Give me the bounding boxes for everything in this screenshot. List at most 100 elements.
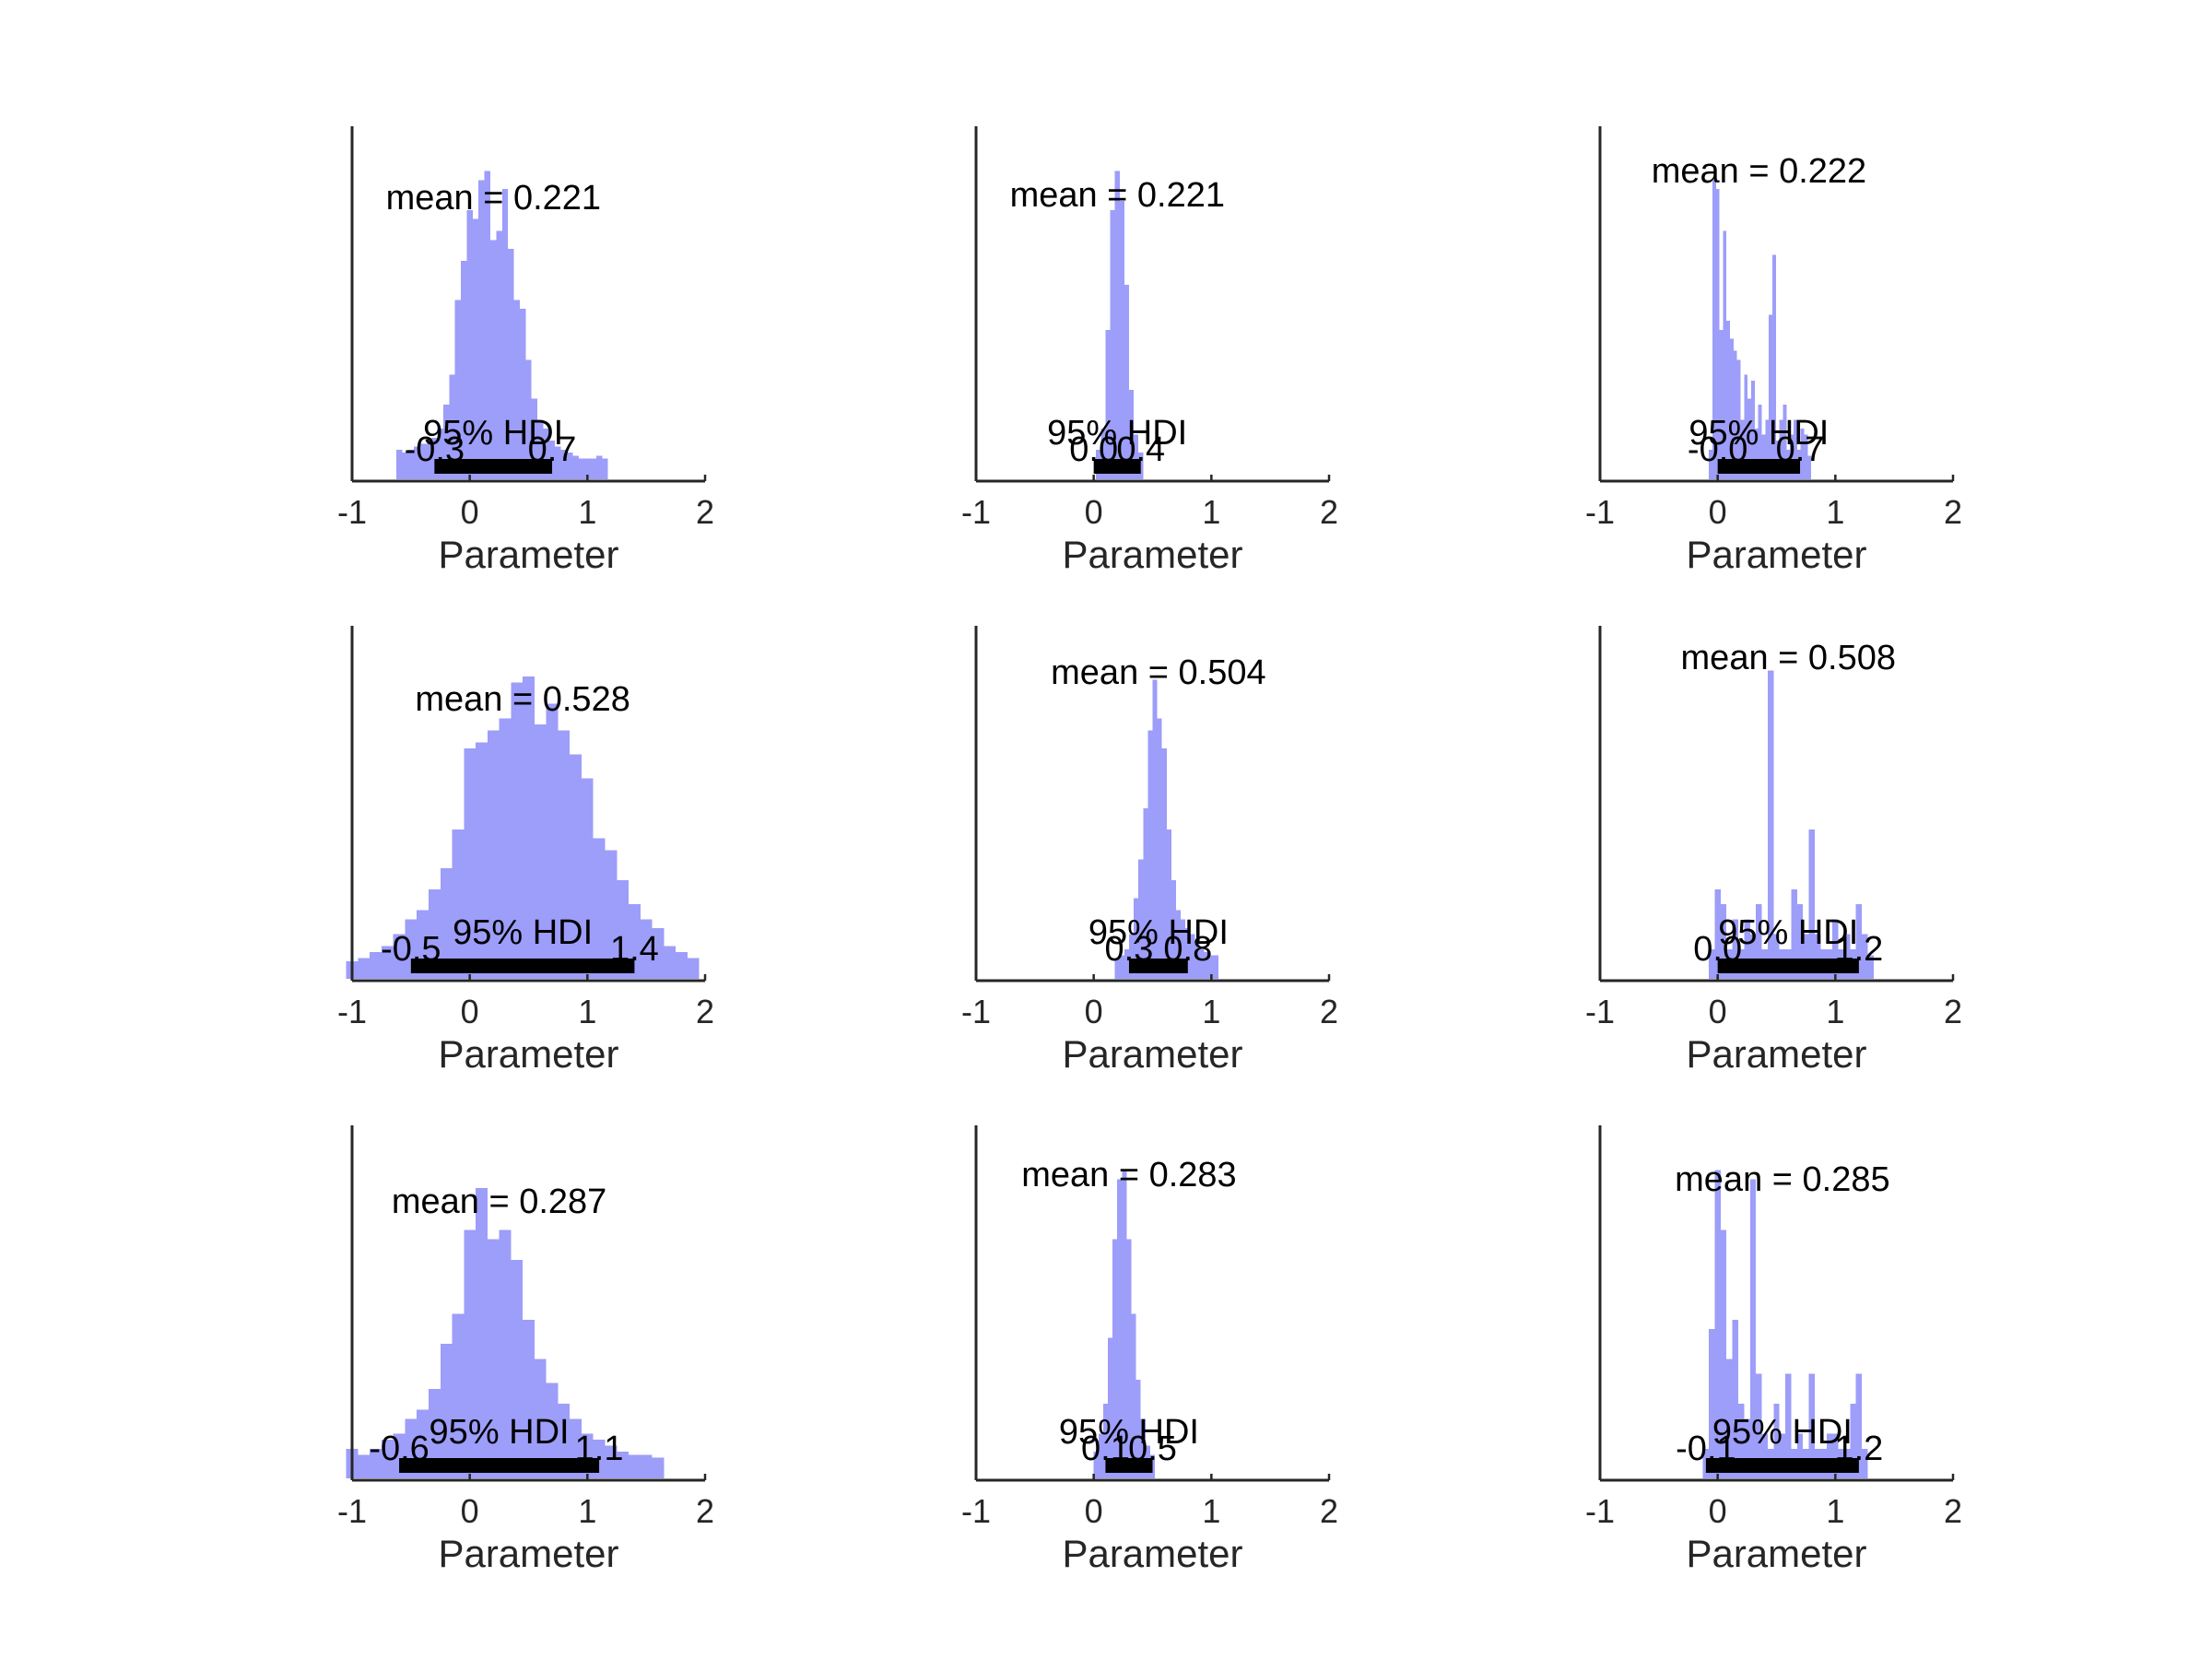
histogram-bar xyxy=(425,443,432,479)
histogram-bar xyxy=(572,455,579,479)
x-tick-label: 0 xyxy=(461,1492,479,1530)
histogram-bar xyxy=(525,359,532,479)
x-tick-label: 0 xyxy=(1709,493,1727,531)
histogram-bar xyxy=(381,946,394,979)
histogram-bar xyxy=(1730,338,1734,479)
hdi-upper-label: 1.2 xyxy=(1834,930,1883,969)
histogram-bar xyxy=(1765,419,1770,479)
x-tick-label: -1 xyxy=(961,993,991,1030)
x-tick-label: 2 xyxy=(696,493,714,531)
histogram-bar xyxy=(1814,934,1821,979)
histogram-bar xyxy=(499,1230,512,1478)
histogram-bar xyxy=(1732,919,1739,979)
x-axis-label: Parameter xyxy=(1062,1032,1242,1076)
histogram-bar xyxy=(640,1454,653,1478)
histogram-bar xyxy=(1744,374,1748,479)
histogram-bar xyxy=(1715,189,1720,479)
histogram-bar xyxy=(602,458,608,479)
histogram-bar xyxy=(534,1359,547,1478)
histogram-bar xyxy=(395,449,403,479)
histogram-bar xyxy=(1102,1404,1108,1478)
hdi-title: 95% HDI xyxy=(1718,913,1858,952)
histogram-bar xyxy=(1126,1239,1132,1478)
subplot-row1-col3: -1 0 1 2 Parameter mean = 0.222 95% HDI-0.0 0.7 xyxy=(1585,126,1962,576)
hdi-lower-label: -0.5 xyxy=(381,930,441,969)
histogram-bar xyxy=(593,838,606,979)
histogram-bar xyxy=(605,1445,618,1478)
hdi-upper-label: 0.4 xyxy=(1116,430,1165,469)
mean-label: mean = 0.287 xyxy=(392,1182,606,1221)
histogram-bar xyxy=(1134,898,1139,979)
x-tick-label: 1 xyxy=(1826,1492,1844,1530)
x-tick-label: -1 xyxy=(1585,493,1615,531)
x-tick-label: 2 xyxy=(696,993,714,1030)
histogram-bar xyxy=(1114,171,1120,479)
histogram-bar xyxy=(1862,934,1868,979)
histogram-bar xyxy=(687,958,700,979)
histogram-bar xyxy=(476,742,488,979)
histogram-bar xyxy=(1751,381,1755,479)
histogram-bar xyxy=(472,218,479,479)
hdi-upper-label: 1.1 xyxy=(575,1430,624,1468)
x-axis-label: Parameter xyxy=(1686,1032,1866,1076)
histogram-bar xyxy=(523,677,535,979)
histogram-bar xyxy=(1826,1433,1833,1478)
histogram-bar xyxy=(454,300,462,479)
mean-label: mean = 0.222 xyxy=(1652,152,1866,191)
histogram-bar xyxy=(1105,329,1111,479)
x-tick-label: 0 xyxy=(1085,993,1103,1030)
histogram-bar xyxy=(370,1448,382,1478)
x-tick-label: 1 xyxy=(578,493,596,531)
histogram-bar xyxy=(499,718,512,979)
histogram-bar xyxy=(1112,1239,1118,1478)
hdi-upper-label: 1.2 xyxy=(1834,1430,1883,1468)
histogram-bar xyxy=(1124,285,1129,479)
histogram-bar xyxy=(452,1313,465,1478)
histogram-bar xyxy=(676,952,688,979)
histogram-bar xyxy=(1796,904,1804,979)
histogram-bar xyxy=(496,230,502,479)
hdi-title: 95% HDI xyxy=(1059,1413,1199,1452)
histogram-bar xyxy=(428,888,441,979)
subplot-row3-col1: -1 0 1 2 Parameter mean = 0.287 95% HDI-0.6 1.1 xyxy=(337,1125,714,1575)
histogram-bar xyxy=(1152,679,1158,979)
histogram-bar xyxy=(1749,1179,1757,1478)
histogram-bar xyxy=(1744,919,1750,979)
histogram-bar xyxy=(1855,1373,1863,1478)
histogram-bar xyxy=(1758,405,1762,479)
histogram-bar xyxy=(1714,1170,1721,1478)
histogram-bar xyxy=(1720,1230,1727,1478)
histogram-bar xyxy=(1773,934,1780,979)
histogram-bar xyxy=(1796,1433,1804,1478)
mean-label: mean = 0.221 xyxy=(1010,176,1225,215)
hdi-lower-label: 0.3 xyxy=(1105,930,1154,969)
hdi-title: 95% HDI xyxy=(1088,913,1229,952)
histogram-bar xyxy=(1779,419,1783,479)
hdi-lower-label: -0.3 xyxy=(405,430,465,469)
histogram-bar xyxy=(664,946,677,979)
mean-label: mean = 0.528 xyxy=(415,680,629,719)
histogram-bar xyxy=(1855,904,1863,979)
histogram-bar xyxy=(546,1382,559,1478)
histogram-bar xyxy=(381,1440,394,1478)
histogram-bar xyxy=(1208,955,1214,979)
histogram-bar xyxy=(1756,904,1762,979)
histogram-bar xyxy=(1161,748,1167,979)
hdi-upper-label: 1.4 xyxy=(610,930,659,969)
histogram-bar xyxy=(1119,955,1124,979)
histogram-bar xyxy=(490,240,497,479)
histogram-bar xyxy=(452,829,465,979)
histogram-bar xyxy=(1800,429,1805,479)
histogram-bar xyxy=(1862,1448,1868,1478)
histogram-bar xyxy=(560,449,567,479)
mean-label: mean = 0.285 xyxy=(1675,1160,1889,1199)
x-tick-label: 2 xyxy=(1320,993,1338,1030)
histogram-bar xyxy=(1772,254,1776,479)
histogram-bar xyxy=(449,374,455,479)
x-tick-label: 2 xyxy=(696,1492,714,1530)
histogram-bar xyxy=(442,405,450,479)
histogram-bar xyxy=(617,1452,629,1478)
x-tick-label: -1 xyxy=(961,493,991,531)
histogram-bar xyxy=(1808,1373,1815,1478)
